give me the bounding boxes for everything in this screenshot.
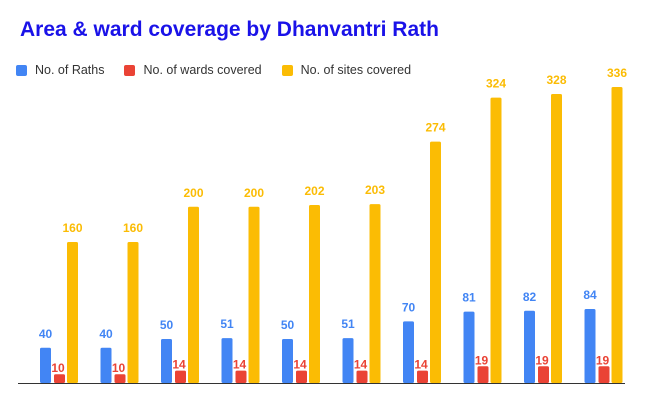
legend: No. of Raths No. of wards covered No. of… xyxy=(16,63,431,77)
bar-series-2-category-5 xyxy=(369,204,381,383)
data-label-series-1-category-6: 14 xyxy=(414,358,428,372)
bar-series-2-category-3 xyxy=(248,206,260,383)
data-label-series-0-category-2: 50 xyxy=(160,318,174,332)
bar-series-0-category-0 xyxy=(40,347,51,383)
bar-series-0-category-2 xyxy=(161,338,172,383)
bar-series-1-category-3 xyxy=(235,370,247,383)
data-label-series-0-category-7: 81 xyxy=(462,291,476,305)
data-label-series-1-category-1: 10 xyxy=(112,361,126,375)
bar-series-0-category-9 xyxy=(584,309,596,383)
bar-series-2-category-0 xyxy=(67,242,78,383)
data-label-series-0-category-3: 51 xyxy=(220,317,234,331)
data-label-series-2-category-4: 202 xyxy=(304,184,324,198)
legend-label-raths: No. of Raths xyxy=(35,63,105,77)
legend-label-sites: No. of sites covered xyxy=(300,63,412,77)
data-label-series-2-category-8: 328 xyxy=(546,73,566,87)
data-label-series-1-category-3: 14 xyxy=(233,358,247,372)
bar-series-1-category-7 xyxy=(477,366,489,383)
data-label-series-2-category-2: 200 xyxy=(183,186,203,200)
bar-series-1-category-6 xyxy=(417,370,428,383)
data-label-series-1-category-7: 19 xyxy=(475,353,489,367)
legend-label-wards: No. of wards covered xyxy=(143,63,262,77)
bar-series-0-category-1 xyxy=(100,347,112,383)
data-label-series-0-category-1: 40 xyxy=(99,327,113,341)
bar-series-1-category-9 xyxy=(598,366,610,383)
bar-series-2-category-8 xyxy=(551,94,562,384)
bar-series-0-category-7 xyxy=(463,311,475,383)
bar-series-1-category-1 xyxy=(114,374,126,383)
data-label-series-1-category-0: 10 xyxy=(51,361,65,375)
chart-title: Area & ward coverage by Dhanvantri Rath xyxy=(20,18,439,41)
bar-series-1-category-0 xyxy=(54,374,65,383)
data-label-series-2-category-5: 203 xyxy=(365,183,385,197)
data-label-series-0-category-9: 84 xyxy=(583,288,597,302)
bar-series-1-category-2 xyxy=(175,370,186,383)
bar-series-1-category-5 xyxy=(356,370,368,383)
bar-series-1-category-4 xyxy=(296,370,307,383)
bar-series-2-category-4 xyxy=(309,205,320,383)
bar-series-2-category-2 xyxy=(188,206,199,383)
data-label-series-0-category-8: 82 xyxy=(523,290,537,304)
data-label-series-0-category-0: 40 xyxy=(39,327,53,341)
bar-series-2-category-7 xyxy=(490,97,502,384)
data-label-series-1-category-2: 14 xyxy=(172,358,186,372)
data-label-series-1-category-9: 19 xyxy=(596,353,610,367)
data-label-series-0-category-5: 51 xyxy=(341,317,355,331)
bar-series-2-category-1 xyxy=(127,242,139,383)
bar-series-1-category-8 xyxy=(538,366,549,383)
data-label-series-2-category-1: 160 xyxy=(123,221,143,235)
bar-series-0-category-5 xyxy=(342,338,354,383)
data-label-series-2-category-3: 200 xyxy=(244,186,264,200)
bar-series-0-category-8 xyxy=(524,310,535,383)
data-label-series-1-category-8: 19 xyxy=(535,353,549,367)
bar-series-2-category-6 xyxy=(430,141,441,383)
bar-series-0-category-4 xyxy=(282,338,293,383)
legend-swatch-sites xyxy=(281,64,293,76)
legend-item-sites: No. of sites covered xyxy=(281,63,412,77)
legend-swatch-raths xyxy=(16,64,27,76)
data-label-series-2-category-6: 274 xyxy=(425,121,445,135)
legend-item-wards: No. of wards covered xyxy=(124,63,262,77)
data-label-series-1-category-4: 14 xyxy=(293,358,307,372)
legend-swatch-wards xyxy=(124,64,136,76)
data-label-series-2-category-7: 324 xyxy=(486,77,506,91)
bar-series-0-category-6 xyxy=(403,321,414,383)
bar-series-0-category-3 xyxy=(221,338,233,383)
bar-series-2-category-9 xyxy=(611,87,623,383)
data-label-series-1-category-5: 14 xyxy=(354,358,368,372)
legend-item-raths: No. of Raths xyxy=(16,63,104,77)
data-label-series-0-category-4: 50 xyxy=(281,318,295,332)
data-label-series-2-category-9: 336 xyxy=(607,66,627,80)
data-label-series-2-category-0: 160 xyxy=(62,221,82,235)
data-label-series-0-category-6: 70 xyxy=(402,300,416,314)
